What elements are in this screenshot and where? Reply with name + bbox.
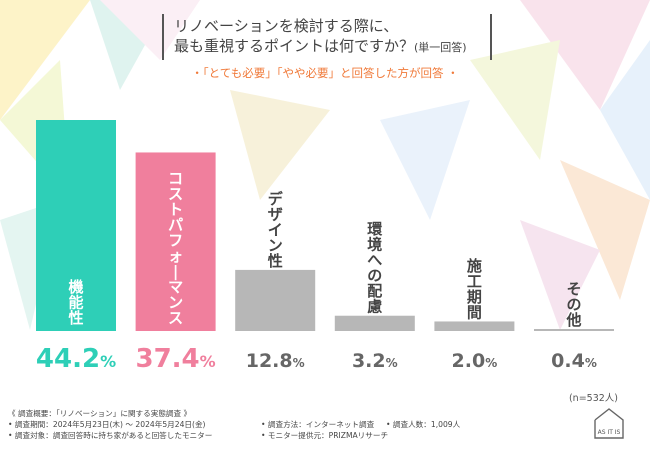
survey-target-row: • 調査対象：調査回答時に持ち家があると回答したモニター • モニター提供元：P… (8, 430, 568, 441)
survey-period: • 調査期間：2024年5月23日(木) ～ 2024年5月24日(金) (8, 420, 206, 429)
logo-text: AS IT IS (598, 429, 621, 436)
bar-5 (434, 321, 515, 331)
bar-1 (36, 120, 116, 331)
category-label-2: コストパフォ|マンス (168, 170, 183, 328)
category-label-1: 機能性 (68, 278, 83, 327)
survey-provider: • モニター提供元：PRIZMAリサーチ (261, 431, 389, 440)
house-logo: AS IT IS (594, 408, 624, 439)
survey-target: • 調査対象：調査回答時に持ち家があると回答したモニター (8, 431, 213, 440)
bar-2 (135, 152, 216, 331)
category-label-3: デザイン性 (268, 190, 284, 270)
bar-6 (534, 329, 614, 331)
bar-3 (235, 269, 316, 331)
title-question: 最も重視するポイントは何ですか？ (174, 37, 415, 55)
sample-size: (n=532人) (568, 393, 618, 404)
chart-subtitle: ・「とても必要」「やや必要」と回答した方が回答 ・ (191, 66, 459, 80)
value-label-2: 37.4% (136, 344, 216, 374)
survey-footer: 《 調査概要：「リノベーション」に関する実態調査 》 • 調査期間：2024年5… (8, 408, 568, 441)
bar-4 (334, 315, 415, 331)
category-label-6: その他 (565, 280, 581, 329)
category-label-5: 施工期間 (467, 257, 482, 322)
survey-overview: 《 調査概要：「リノベーション」に関する実態調査 》 (8, 409, 192, 418)
value-label-5: 2.0% (452, 350, 498, 372)
title-line-1: リノベーションを検討する際に、 (174, 17, 399, 35)
title-note: (単一回答) (414, 41, 467, 54)
value-label-4: 3.2% (352, 350, 398, 372)
survey-count: • 調査人数：1,009人 (386, 420, 461, 429)
survey-period-row: • 調査期間：2024年5月23日(木) ～ 2024年5月24日(金) • 調… (8, 419, 568, 430)
value-label-6: 0.4% (551, 350, 597, 372)
category-label-4: 環境への配慮 (367, 220, 383, 315)
value-label-3: 12.8% (246, 350, 305, 372)
value-label-1: 44.2% (36, 344, 116, 374)
title-line-2: 最も重視するポイントは何ですか？(単一回答) (174, 36, 480, 58)
survey-method: • 調査方法：インターネット調査 (261, 420, 375, 429)
chart-title-box: リノベーションを検討する際に、 最も重視するポイントは何ですか？(単一回答) (162, 14, 492, 60)
